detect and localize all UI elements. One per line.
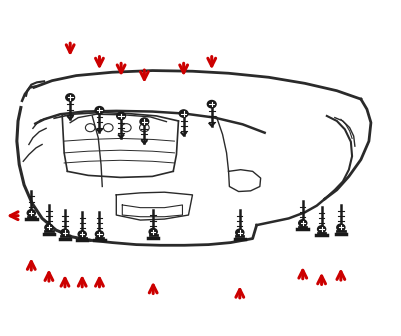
Circle shape bbox=[236, 229, 244, 236]
Circle shape bbox=[318, 226, 326, 233]
Circle shape bbox=[61, 229, 69, 236]
Circle shape bbox=[299, 220, 307, 226]
Circle shape bbox=[207, 100, 216, 108]
Circle shape bbox=[117, 112, 126, 120]
Circle shape bbox=[337, 224, 345, 231]
Circle shape bbox=[66, 94, 75, 101]
Circle shape bbox=[140, 118, 149, 125]
Circle shape bbox=[78, 231, 86, 238]
Circle shape bbox=[27, 210, 35, 216]
Circle shape bbox=[149, 228, 157, 235]
Circle shape bbox=[95, 231, 103, 238]
Circle shape bbox=[95, 107, 104, 114]
Circle shape bbox=[179, 110, 188, 117]
Circle shape bbox=[45, 224, 53, 231]
